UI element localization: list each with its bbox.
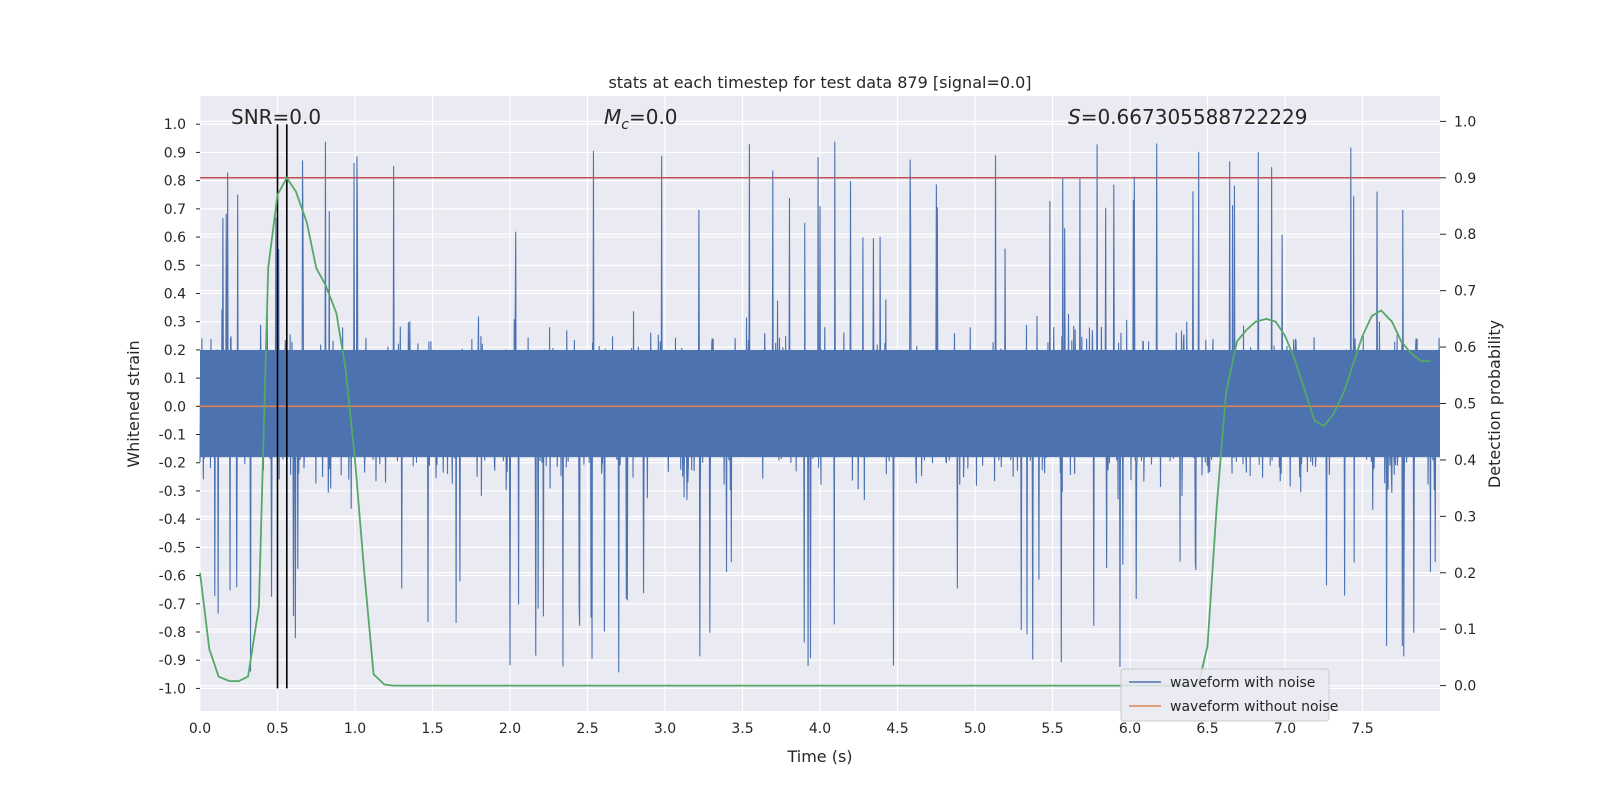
- y-tick-label-left: 0.1: [164, 371, 186, 387]
- y-tick-label-right: 0.5: [1454, 397, 1476, 413]
- y-tick-label-left: -0.6: [159, 569, 186, 585]
- x-tick-label: 6.0: [1119, 721, 1141, 737]
- y-tick-label-left: 0.0: [164, 399, 186, 415]
- y-tick-label-left: -0.4: [159, 512, 186, 528]
- y-tick-label-left: 1.0: [164, 117, 186, 133]
- x-tick-label: 7.0: [1274, 721, 1296, 737]
- y-tick-label-right: 0.1: [1454, 622, 1476, 638]
- waveform-noise-core: [200, 349, 1440, 458]
- y-tick-label-left: -0.3: [159, 484, 186, 500]
- x-tick-label: 6.5: [1196, 721, 1218, 737]
- y-tick-label-left: -0.1: [159, 428, 186, 444]
- legend: waveform with noise waveform without noi…: [1120, 668, 1338, 722]
- x-tick-label: 4.5: [886, 721, 908, 737]
- mc-subscript: c: [621, 117, 629, 133]
- waveform-with-noise-series: [199, 141, 1441, 673]
- x-tick-label: 0.0: [189, 721, 211, 737]
- y-tick-label-left: 0.5: [164, 258, 186, 274]
- x-tick-label: 2.5: [576, 721, 598, 737]
- y-tick-label-right: 0.9: [1454, 171, 1476, 187]
- overlay-lines: [199, 124, 1440, 689]
- y-tick-label-left: -0.8: [159, 625, 186, 641]
- x-tick-label: 5.0: [964, 721, 986, 737]
- y-tick-label-right: 0.8: [1454, 227, 1476, 243]
- y-tick-label-right: 0.6: [1454, 340, 1476, 356]
- s-annotation: S=0.667305588722229: [1068, 105, 1307, 129]
- s-symbol: S: [1068, 105, 1081, 129]
- legend-label-noise: waveform with noise: [1170, 675, 1315, 691]
- y-tick-label-left: -0.9: [159, 653, 186, 669]
- y-tick-label-right: 0.3: [1454, 509, 1476, 525]
- x-axis-label: Time (s): [786, 747, 852, 766]
- x-tick-label: 1.0: [344, 721, 366, 737]
- y-tick-label-left: 0.3: [164, 315, 186, 331]
- mc-value: =0.0: [629, 105, 678, 129]
- y-tick-label-left: 0.2: [164, 343, 186, 359]
- x-tick-label: 7.5: [1351, 721, 1373, 737]
- y-axis-label-right: Detection probability: [1485, 320, 1504, 488]
- y-tick-label-left: 0.8: [164, 174, 186, 190]
- y-tick-label-left: 0.6: [164, 230, 186, 246]
- legend-box: [1120, 668, 1330, 722]
- y-tick-label-left: 0.7: [164, 202, 186, 218]
- mc-symbol: M: [604, 105, 621, 129]
- x-tick-label: 0.5: [266, 721, 288, 737]
- y-tick-label-right: 0.2: [1454, 566, 1476, 582]
- y-tick-label-right: 1.0: [1454, 114, 1476, 130]
- x-tick-label: 5.5: [1041, 721, 1063, 737]
- snr-annotation: SNR=0.0: [231, 105, 321, 129]
- y-tick-label-left: -0.7: [159, 597, 186, 613]
- y-tick-label-right: 0.0: [1454, 679, 1476, 695]
- y-tick-label-left: -1.0: [159, 681, 186, 697]
- y-tick-label-left: 0.4: [164, 286, 186, 302]
- axis-ticks: 0.0 0.5 1.0 1.5 2.0 2.5 3.0 3.5 4.0 4.5 5.0 5.5 6.0 6…: [159, 114, 1477, 737]
- y-axis-label-left: Whitened strain: [124, 340, 143, 467]
- x-tick-label: 3.5: [731, 721, 753, 737]
- y-tick-label-left: 0.9: [164, 145, 186, 161]
- legend-label-clean: waveform without noise: [1170, 699, 1338, 715]
- y-tick-label-left: -0.5: [159, 540, 186, 556]
- y-tick-label-right: 0.4: [1454, 453, 1476, 469]
- x-tick-label: 4.0: [809, 721, 831, 737]
- x-tick-label: 3.0: [654, 721, 676, 737]
- x-tick-label: 2.0: [499, 721, 521, 737]
- x-tick-label: 1.5: [421, 721, 443, 737]
- chart-title: stats at each timestep for test data 879…: [608, 73, 1031, 92]
- y-tick-label-left: -0.2: [159, 456, 186, 472]
- detection-probability-line: [199, 176, 1431, 687]
- y-tick-label-right: 0.7: [1454, 284, 1476, 300]
- mc-annotation: Mc=0.0: [604, 105, 678, 133]
- s-value: =0.667305588722229: [1081, 105, 1308, 129]
